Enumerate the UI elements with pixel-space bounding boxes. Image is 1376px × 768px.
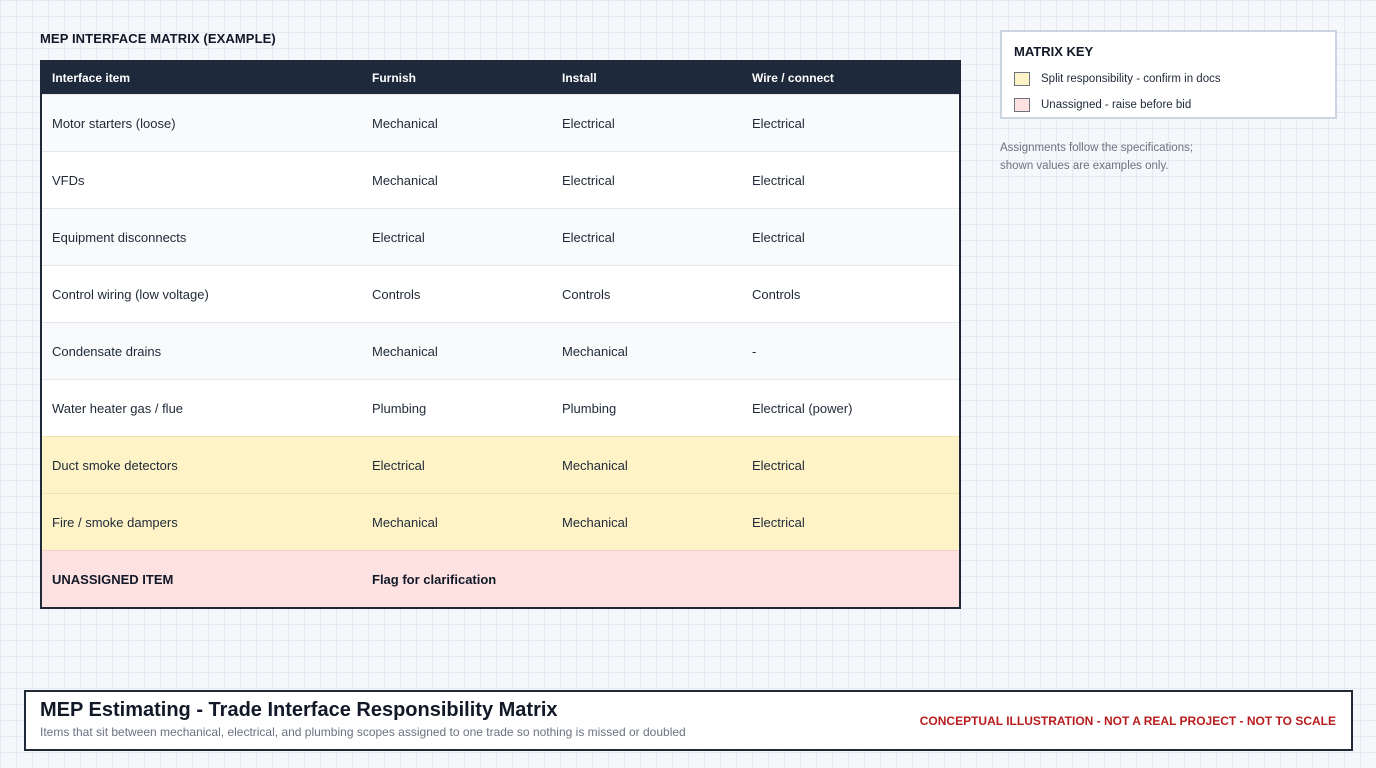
key-item-label: Unassigned - raise before bid — [1041, 99, 1192, 111]
table-row: Motor starters (loose) Mechanical Electr… — [42, 94, 959, 151]
assignment-note-line: Assignments follow the specifications; — [1000, 142, 1194, 154]
table-row: Condensate drains Mechanical Mechanical … — [42, 322, 959, 379]
key-item-unassigned: Unassigned - raise before bid — [1014, 97, 1191, 113]
matrix-key-title: MATRIX KEY — [1014, 44, 1094, 59]
wire-connect-cell: - — [752, 343, 757, 359]
furnish-cell: Mechanical — [372, 514, 438, 530]
install-cell: Electrical — [562, 229, 615, 245]
page-subtitle: Items that sit between mechanical, elect… — [40, 725, 686, 739]
page-title: MEP Estimating - Trade Interface Respons… — [40, 699, 558, 721]
matrix-title: MEP INTERFACE MATRIX (EXAMPLE) — [40, 31, 276, 46]
assignment-note-line: shown values are examples only. — [1000, 160, 1169, 172]
furnish-cell: Flag for clarification — [372, 571, 497, 587]
column-header-interface-item: Interface item — [52, 71, 131, 85]
split-swatch — [1014, 72, 1030, 86]
wire-connect-cell: Electrical — [752, 115, 805, 131]
table-row: Control wiring (low voltage) Controls Co… — [42, 265, 959, 322]
wire-connect-cell: Electrical — [752, 172, 805, 188]
furnish-cell: Plumbing — [372, 400, 427, 416]
interface-item-cell: Water heater gas / flue — [52, 400, 184, 416]
furnish-cell: Mechanical — [372, 172, 438, 188]
interface-item-cell: Motor starters (loose) — [52, 115, 176, 131]
unassigned-swatch — [1014, 98, 1030, 112]
assignment-note: Assignments follow the specifications; s… — [1000, 139, 1240, 175]
interface-item-cell: UNASSIGNED ITEM — [52, 571, 174, 587]
furnish-cell: Mechanical — [372, 115, 438, 131]
install-cell: Mechanical — [562, 457, 628, 473]
key-item-split: Split responsibility - confirm in docs — [1014, 71, 1221, 87]
install-cell: Electrical — [562, 115, 615, 131]
table-row: VFDs Mechanical Electrical Electrical — [42, 151, 959, 208]
install-cell: Plumbing — [562, 400, 617, 416]
matrix-key-legend: MATRIX KEY Split responsibility - confir… — [1000, 30, 1337, 119]
interface-item-cell: Fire / smoke dampers — [52, 514, 178, 530]
interface-item-cell: Control wiring (low voltage) — [52, 286, 209, 302]
table-row: Equipment disconnects Electrical Electri… — [42, 208, 959, 265]
interface-item-cell: VFDs — [52, 172, 85, 188]
column-header-furnish: Furnish — [372, 71, 416, 85]
install-cell: Mechanical — [562, 514, 628, 530]
table-row-split-responsibility: Duct smoke detectors Electrical Mechanic… — [42, 436, 959, 493]
wire-connect-cell: Electrical — [752, 514, 805, 530]
table-row-unassigned: UNASSIGNED ITEM Flag for clarification — [42, 550, 959, 607]
furnish-cell: Mechanical — [372, 343, 438, 359]
install-cell: Controls — [562, 286, 611, 302]
disclaimer-text: CONCEPTUAL ILLUSTRATION - NOT A REAL PRO… — [919, 714, 1336, 728]
install-cell: Mechanical — [562, 343, 628, 359]
wire-connect-cell: Controls — [752, 286, 801, 302]
wire-connect-cell: Electrical — [752, 229, 805, 245]
furnish-cell: Electrical — [372, 229, 425, 245]
interface-item-cell: Condensate drains — [52, 343, 162, 359]
responsibility-matrix-table: Interface item Furnish Install Wire / co… — [40, 60, 961, 609]
interface-item-cell: Equipment disconnects — [52, 229, 187, 245]
table-row: Water heater gas / flue Plumbing Plumbin… — [42, 379, 959, 436]
wire-connect-cell: Electrical (power) — [752, 400, 853, 416]
install-cell: Electrical — [562, 172, 615, 188]
interface-item-cell: Duct smoke detectors — [52, 457, 178, 473]
furnish-cell: Electrical — [372, 457, 425, 473]
column-header-wire-connect: Wire / connect — [752, 71, 834, 85]
wire-connect-cell: Electrical — [752, 457, 805, 473]
table-row-split-responsibility: Fire / smoke dampers Mechanical Mechanic… — [42, 493, 959, 550]
key-item-label: Split responsibility - confirm in docs — [1041, 73, 1221, 85]
furnish-cell: Controls — [372, 286, 421, 302]
table-header-row: Interface item Furnish Install Wire / co… — [42, 62, 959, 94]
footer-title-block: MEP Estimating - Trade Interface Respons… — [24, 690, 1353, 751]
column-header-install: Install — [562, 71, 597, 85]
